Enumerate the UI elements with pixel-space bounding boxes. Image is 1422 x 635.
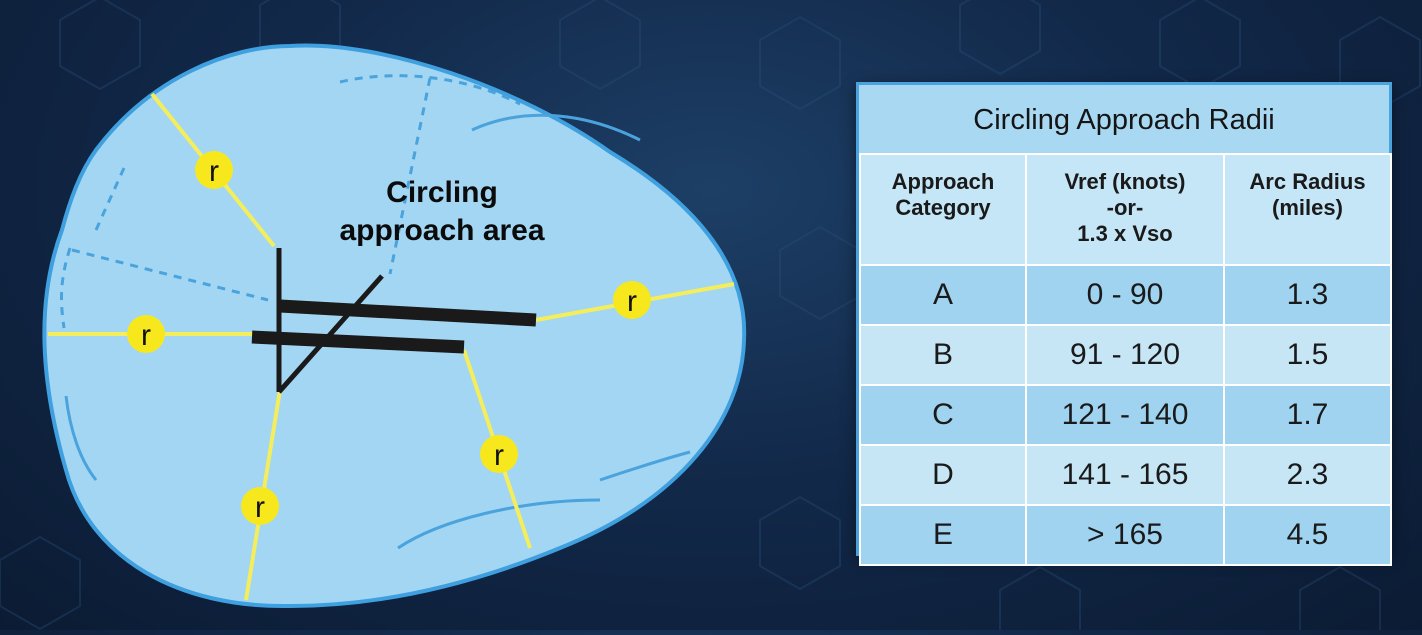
cell-category: A: [859, 264, 1027, 326]
svg-text:r: r: [627, 285, 637, 318]
radius-marker-4: r: [480, 435, 518, 473]
svg-text:r: r: [255, 491, 265, 524]
table-row: A 0 - 90 1.3: [859, 264, 1392, 326]
cell-arc-radius: 1.3: [1223, 264, 1392, 326]
runway-lower: [251, 330, 465, 354]
cell-vref: 0 - 90: [1025, 264, 1225, 326]
runway-upper: [279, 299, 537, 327]
table-header-row: Approach Category Vref (knots) -or- 1.3 …: [859, 153, 1392, 266]
circling-radii-table: Approach Category Vref (knots) -or- 1.3 …: [859, 153, 1392, 566]
cell-arc-radius: 2.3: [1223, 444, 1392, 506]
cell-category: E: [859, 504, 1027, 566]
cell-vref: 121 - 140: [1025, 384, 1225, 446]
table-title: Circling Approach Radii: [859, 85, 1389, 153]
cell-arc-radius: 1.7: [1223, 384, 1392, 446]
table-row: C 121 - 140 1.7: [859, 384, 1392, 446]
cell-vref: > 165: [1025, 504, 1225, 566]
radius-marker-3: r: [613, 281, 651, 319]
cell-category: D: [859, 444, 1027, 506]
radius-marker-2: r: [127, 315, 165, 353]
cell-arc-radius: 4.5: [1223, 504, 1392, 566]
header-approach-category: Approach Category: [859, 153, 1027, 266]
runway-diagram: [251, 248, 537, 394]
header-vref: Vref (knots) -or- 1.3 x Vso: [1025, 153, 1225, 266]
cell-vref: 141 - 165: [1025, 444, 1225, 506]
circling-area-svg: r r r r r: [42, 43, 747, 609]
area-label-line-2: approach area: [339, 214, 545, 247]
circling-radii-table-card: Circling Approach Radii Approach Categor…: [856, 82, 1392, 566]
svg-text:r: r: [494, 439, 504, 472]
cell-vref: 91 - 120: [1025, 324, 1225, 386]
svg-text:r: r: [209, 155, 219, 188]
radius-marker-5: r: [241, 487, 279, 525]
table-row: E > 165 4.5: [859, 504, 1392, 566]
cell-arc-radius: 1.5: [1223, 324, 1392, 386]
table-row: D 141 - 165 2.3: [859, 444, 1392, 506]
table-row: B 91 - 120 1.5: [859, 324, 1392, 386]
area-label-line-1: Circling: [386, 176, 498, 209]
header-arc-radius: Arc Radius (miles): [1223, 153, 1392, 266]
circling-approach-diagram: r r r r r Circling approach area: [42, 43, 747, 609]
radius-marker-1: r: [195, 151, 233, 189]
cell-category: C: [859, 384, 1027, 446]
svg-text:r: r: [141, 319, 151, 352]
cell-category: B: [859, 324, 1027, 386]
circling-area-label: Circling approach area: [322, 174, 562, 250]
